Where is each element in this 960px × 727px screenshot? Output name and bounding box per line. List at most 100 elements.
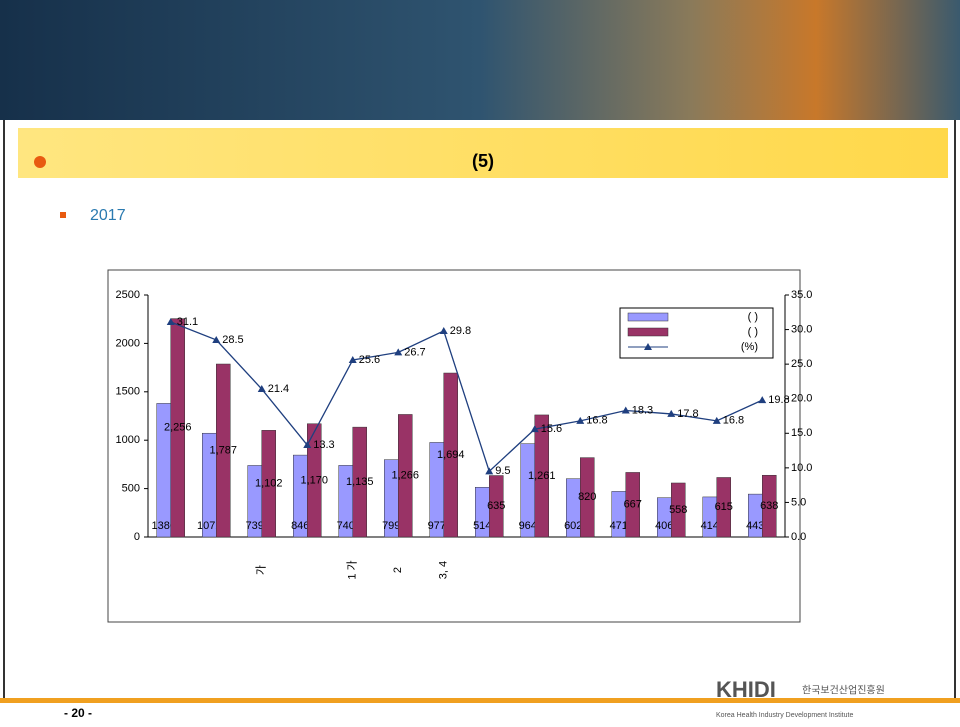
bar (352, 426, 367, 538)
line-marker (303, 441, 312, 449)
data-label: 635 (487, 500, 505, 512)
data-label: 9.5 (495, 465, 510, 477)
x-tick-label: 1 가 (346, 560, 359, 579)
x-tick-label: 2 (392, 567, 404, 573)
line-marker (530, 425, 539, 433)
data-label: 1380 (152, 520, 176, 532)
data-label: 739 (246, 520, 264, 532)
line-marker (348, 355, 357, 363)
line-marker (257, 385, 266, 393)
data-label: 1,266 (391, 470, 419, 482)
data-label: 1072 (197, 520, 221, 532)
footer-line (0, 698, 960, 703)
legend-marker (644, 343, 652, 350)
line-marker (712, 416, 721, 424)
data-label: 19.8 (768, 394, 789, 406)
y2-tick-label: 0.0 (791, 531, 806, 543)
y2-tick-label: 20.0 (791, 393, 812, 405)
line-marker (576, 416, 585, 424)
data-label: 1,170 (300, 474, 328, 486)
data-label: 406 (655, 520, 673, 532)
y2-tick-label: 5.0 (791, 496, 806, 508)
legend-label: (%) (741, 341, 758, 353)
y-tick-label: 1000 (116, 434, 140, 446)
data-label: 1,102 (255, 478, 283, 490)
page-number: - 20 - (64, 706, 92, 720)
data-label: 443 (746, 520, 764, 532)
bullet-text: 2017 (90, 207, 126, 224)
bar (261, 430, 276, 538)
legend-label: ( ) (748, 326, 758, 338)
data-label: 615 (715, 501, 733, 513)
data-label: 820 (578, 491, 596, 503)
legend-swatch (627, 312, 669, 322)
logo-korean: 한국보건산업진흥원 (802, 684, 885, 697)
line-marker (394, 348, 403, 356)
bar (398, 414, 413, 538)
y-tick-label: 2500 (116, 289, 140, 301)
bar (671, 482, 686, 538)
x-tick-label: 3, 4 (438, 561, 450, 579)
data-label: 2,256 (164, 422, 192, 434)
data-label: 15.6 (541, 423, 562, 435)
data-label: 13.3 (313, 439, 334, 451)
data-label: 17.8 (677, 408, 698, 420)
data-label: 21.4 (268, 383, 289, 395)
bar (216, 363, 231, 538)
line-marker (166, 317, 175, 325)
bullet-mark (60, 212, 66, 218)
header-banner (0, 0, 960, 120)
line-marker (212, 335, 221, 343)
data-label: 602 (564, 520, 582, 532)
data-label: 25.6 (359, 354, 380, 366)
bar (534, 414, 549, 538)
legend-swatch (627, 327, 669, 337)
y-tick-label: 1500 (116, 386, 140, 398)
data-label: 1,694 (437, 449, 465, 461)
bar (716, 477, 731, 538)
y-tick-label: 0 (134, 531, 140, 543)
data-label: 514 (473, 520, 491, 532)
line-marker (621, 406, 630, 414)
data-label: 18.3 (632, 404, 653, 416)
y-tick-label: 2000 (116, 337, 140, 349)
logo-english: Korea Health Industry Development Instit… (716, 712, 853, 719)
data-label: 26.7 (404, 346, 425, 358)
y2-tick-label: 35.0 (791, 289, 812, 301)
line (170, 321, 763, 473)
bar (625, 472, 640, 538)
data-label: 16.8 (723, 415, 744, 427)
bar (762, 474, 777, 538)
data-label: 799 (382, 520, 400, 532)
x-tick-label: 가 (255, 565, 268, 575)
title-bullet (34, 156, 46, 168)
line-marker (667, 409, 676, 417)
data-label: 29.8 (450, 325, 471, 337)
data-label: 1,135 (346, 476, 374, 488)
data-label: 638 (760, 500, 778, 512)
data-label: 977 (428, 520, 446, 532)
data-label: 558 (669, 504, 687, 516)
bar (580, 457, 595, 538)
data-label: 1,261 (528, 470, 556, 482)
y2-tick-label: 30.0 (791, 323, 812, 335)
line-marker (485, 467, 494, 475)
slide-title: (5) (472, 151, 494, 171)
data-label: 31.1 (177, 316, 198, 328)
data-label: 1,787 (209, 444, 237, 456)
data-label: 846 (291, 520, 309, 532)
bar (170, 318, 185, 538)
data-label: 471 (610, 520, 628, 532)
data-label: 28.5 (222, 334, 243, 346)
y2-tick-label: 10.0 (791, 462, 812, 474)
line-marker (758, 396, 767, 404)
bar (489, 475, 504, 538)
bar (443, 372, 458, 538)
y2-tick-label: 25.0 (791, 358, 812, 370)
data-label: 667 (624, 499, 642, 511)
y-tick-label: 500 (122, 483, 140, 495)
line-marker (439, 326, 448, 334)
data-label: 964 (519, 520, 537, 532)
bar (307, 423, 322, 538)
